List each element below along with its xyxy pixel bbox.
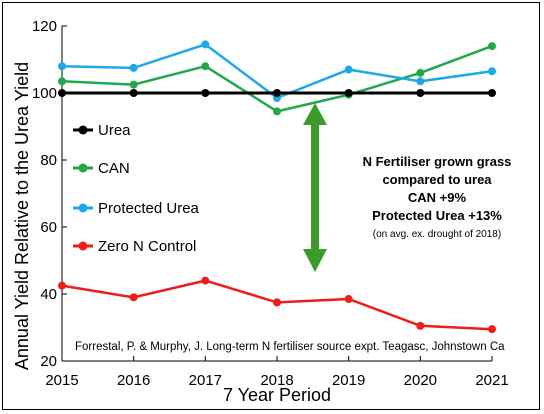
y-axis-label: Annual Yield Relative to the Urea Yield bbox=[12, 62, 32, 370]
data-point-zero-n-control bbox=[58, 281, 66, 290]
x-tick-label: 2017 bbox=[189, 372, 222, 389]
series-points bbox=[58, 40, 496, 334]
data-point-protected-urea bbox=[129, 63, 138, 72]
arrow-head-down bbox=[303, 249, 327, 272]
data-point-protected-urea bbox=[58, 62, 66, 71]
annotation-line-3: CAN +9% bbox=[408, 190, 467, 205]
data-point-urea bbox=[129, 89, 138, 97]
data-point-can bbox=[273, 107, 281, 116]
legend-marker bbox=[78, 125, 88, 135]
legend-marker bbox=[78, 241, 88, 251]
data-point-can bbox=[201, 62, 210, 71]
data-point-zero-n-control bbox=[201, 276, 210, 285]
legend-label: Zero N Control bbox=[98, 238, 196, 255]
data-point-can bbox=[488, 42, 496, 51]
x-axis-label: 7 Year Period bbox=[223, 385, 331, 405]
data-point-urea bbox=[488, 89, 496, 97]
y-tick-label: 60 bbox=[40, 219, 57, 236]
data-point-urea bbox=[344, 89, 353, 97]
y-tick-label: 20 bbox=[40, 353, 57, 370]
data-point-protected-urea bbox=[416, 77, 425, 86]
source-credit: Forrestal, P. & Murphy, J. Long-term N f… bbox=[75, 341, 505, 353]
legend: Urea CAN Protected Urea Zero N Control bbox=[73, 122, 200, 255]
data-point-zero-n-control bbox=[344, 295, 353, 304]
legend-marker bbox=[78, 163, 88, 173]
annotation-note: (on avg. ex. drought of 2018) bbox=[373, 229, 501, 240]
x-tick-label: 2018 bbox=[260, 372, 293, 389]
data-point-zero-n-control bbox=[416, 321, 425, 330]
y-tick-label: 80 bbox=[40, 152, 57, 169]
data-point-protected-urea bbox=[488, 67, 496, 76]
chart-frame bbox=[2, 2, 540, 410]
x-tick-label: 2019 bbox=[332, 372, 365, 389]
x-tick-labels: 2015 2016 2017 2018 2019 2020 2021 bbox=[45, 372, 508, 389]
legend-label: Protected Urea bbox=[98, 200, 200, 217]
data-point-protected-urea bbox=[344, 65, 353, 74]
x-tick-label: 2016 bbox=[117, 372, 150, 389]
annotation-line-1: N Fertiliser grown grass bbox=[363, 154, 512, 169]
data-point-can bbox=[58, 77, 66, 86]
arrow-shaft bbox=[311, 125, 319, 249]
data-point-urea bbox=[201, 89, 210, 97]
data-point-can bbox=[416, 68, 425, 77]
legend-label: Urea bbox=[98, 122, 131, 139]
x-tick-label: 2015 bbox=[45, 372, 78, 389]
x-tick-label: 2021 bbox=[475, 372, 508, 389]
data-point-zero-n-control bbox=[488, 325, 496, 334]
data-point-can bbox=[129, 80, 138, 89]
axes bbox=[61, 25, 493, 362]
data-point-urea bbox=[416, 89, 425, 97]
y-tick-label: 100 bbox=[32, 85, 57, 102]
data-point-zero-n-control bbox=[273, 298, 281, 307]
data-point-zero-n-control bbox=[129, 293, 138, 302]
y-tick-label: 40 bbox=[40, 286, 57, 303]
y-tick-label: 120 bbox=[32, 18, 57, 35]
data-point-protected-urea bbox=[201, 40, 210, 49]
legend-marker bbox=[78, 203, 88, 213]
annotation-line-2: compared to urea bbox=[382, 172, 492, 187]
legend-label: CAN bbox=[98, 160, 130, 177]
double-arrow bbox=[303, 103, 327, 272]
data-point-urea bbox=[58, 89, 66, 97]
y-tick-labels: 20 40 60 80 100 120 bbox=[32, 18, 57, 370]
x-tick-label: 2020 bbox=[404, 372, 437, 389]
arrow-head-up bbox=[303, 103, 327, 125]
annotation-line-4: Protected Urea +13% bbox=[372, 208, 502, 223]
data-point-urea bbox=[273, 89, 281, 97]
